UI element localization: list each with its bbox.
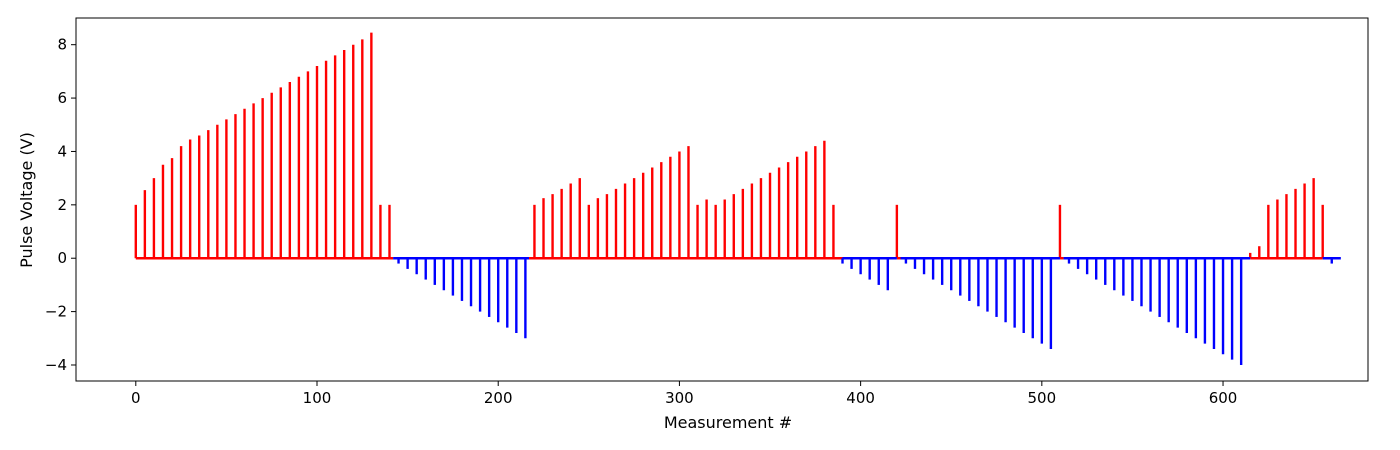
y-axis-label: Pulse Voltage (V): [17, 132, 36, 268]
y-tick-label: 0: [57, 249, 67, 267]
y-tick-label: 2: [57, 196, 67, 214]
x-tick-label: 400: [846, 389, 875, 407]
axes-frame: [75, 17, 1369, 382]
y-tick-label: 8: [57, 36, 67, 54]
x-tick-label: 500: [1028, 389, 1057, 407]
y-tick-label: −4: [45, 356, 67, 374]
x-tick-label: 0: [131, 389, 141, 407]
x-tick-label: 300: [665, 389, 694, 407]
x-tick-label: 600: [1209, 389, 1238, 407]
y-tick-label: 6: [57, 89, 67, 107]
y-tick-label: 4: [57, 142, 67, 160]
x-tick-label: 100: [303, 389, 332, 407]
x-axis-label: Measurement #: [664, 413, 792, 432]
x-tick-label: 200: [484, 389, 513, 407]
plot-area: [134, 32, 1341, 365]
tick-layer: 0 100 200 300 400 500 600 −4 −2 0 2 4 6 8: [45, 36, 1237, 407]
y-tick-label: −2: [45, 303, 67, 321]
